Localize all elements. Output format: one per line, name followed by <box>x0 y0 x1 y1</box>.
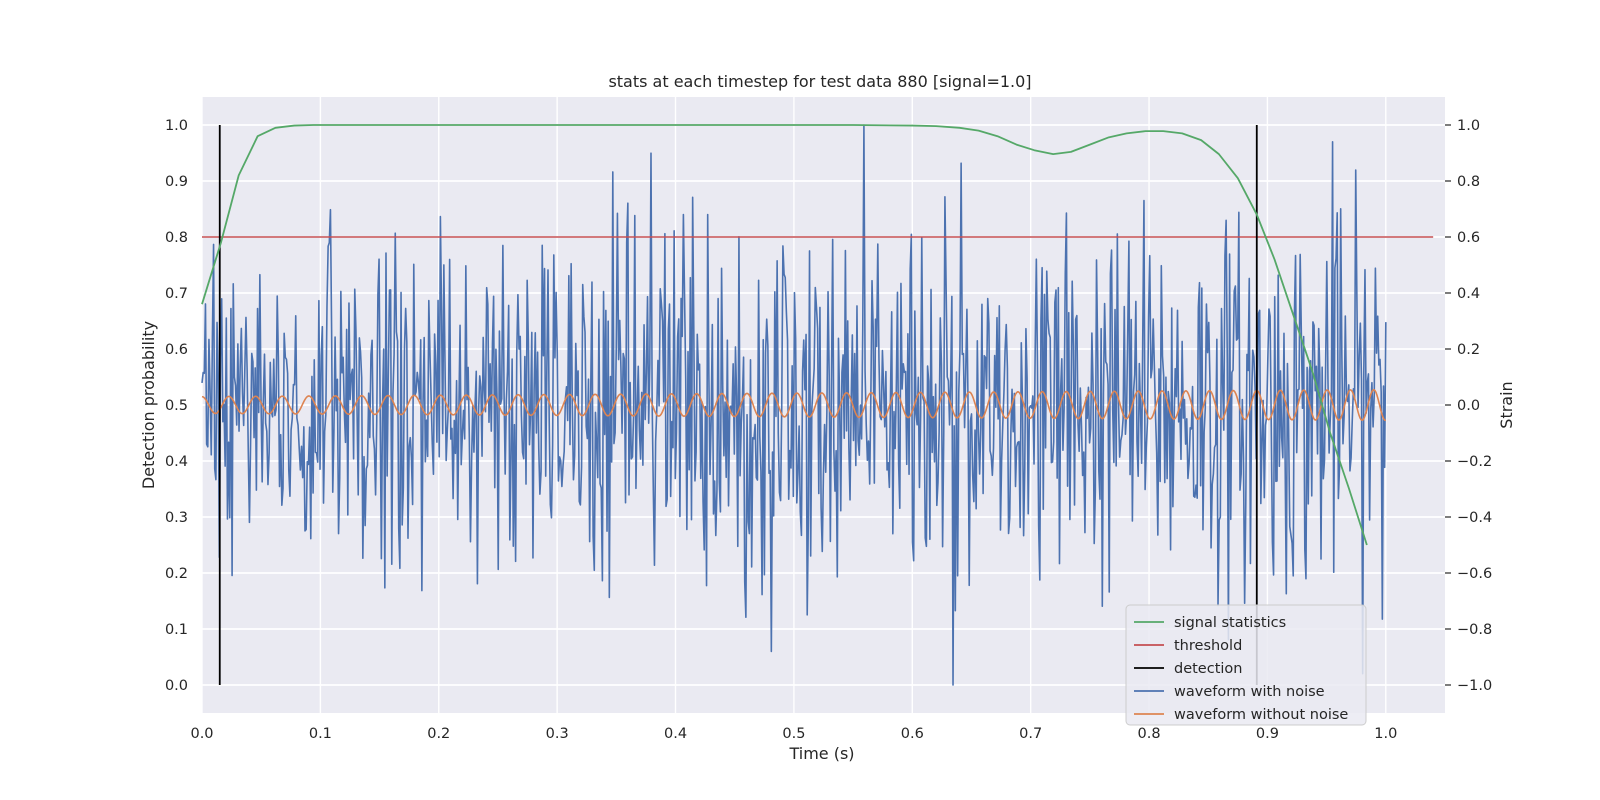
y-left-tick-label: 1.0 <box>165 118 188 134</box>
x-tick-label: 0.1 <box>309 726 332 742</box>
y-left-axis: 0.0 0.1 0.2 0.3 0.4 0.5 0.6 0.7 0.8 0.9 1.0 <box>165 118 188 694</box>
y-right-tick-label: −0.4 <box>1457 510 1492 526</box>
legend-label: signal statistics <box>1174 615 1286 631</box>
legend-label: waveform without noise <box>1174 707 1348 723</box>
x-tick-label: 0.9 <box>1256 726 1279 742</box>
y-left-tick-label: 0.5 <box>165 398 188 414</box>
y-right-tick-label: −0.6 <box>1457 566 1492 582</box>
legend: signal statistics threshold detection wavef… <box>1125 604 1367 726</box>
y-right-tick-label: −0.2 <box>1457 454 1492 470</box>
y-left-tick-label: 0.7 <box>165 286 188 302</box>
x-tick-label: 0.5 <box>782 726 805 742</box>
y-left-tick-label: 0.9 <box>165 174 188 190</box>
y-right-tick-label: 1.0 <box>1457 118 1480 134</box>
y-right-tick-label: −0.8 <box>1457 622 1492 638</box>
y-right-tick-label: 0.2 <box>1457 342 1480 358</box>
y-right-tick-label: 0.6 <box>1457 230 1480 246</box>
x-axis-title: Time (s) <box>788 744 854 763</box>
series-layer <box>201 124 1434 686</box>
series-signal-statistics <box>201 124 1368 546</box>
series-waveform-with-noise <box>201 124 1387 686</box>
y-left-tick-label: 0.3 <box>165 510 188 526</box>
y-left-tick-label: 0.6 <box>165 342 188 358</box>
series-waveform-without-noise <box>201 388 1386 422</box>
x-tick-label: 0.4 <box>664 726 687 742</box>
y-left-tick-label: 0.8 <box>165 230 188 246</box>
y-left-tick-label: 0.0 <box>165 678 188 694</box>
x-tick-label: 0.3 <box>546 726 569 742</box>
y-left-axis-title: Detection probability <box>139 321 158 489</box>
chart-title: stats at each timestep for test data 880… <box>608 72 1031 91</box>
y-right-axis-title: Strain <box>1497 381 1516 428</box>
legend-box <box>1125 604 1367 726</box>
y-right-axis: −1.0 −0.8 −0.6 −0.4 −0.2 0.0 0.2 0.4 0.6 0.8 1.0 <box>1445 118 1492 694</box>
x-tick-label: 0.8 <box>1138 726 1161 742</box>
x-tick-label: 0.2 <box>427 726 450 742</box>
legend-label: waveform with noise <box>1174 684 1325 700</box>
x-tick-label: 1.0 <box>1374 726 1397 742</box>
y-left-tick-label: 0.2 <box>165 566 188 582</box>
x-tick-label: 0.7 <box>1019 726 1042 742</box>
legend-label: detection <box>1174 661 1242 677</box>
legend-label: threshold <box>1174 638 1242 654</box>
y-right-tick-label: −1.0 <box>1457 678 1492 694</box>
y-right-tick-label: 0.0 <box>1457 398 1480 414</box>
y-right-tick-label: 0.4 <box>1457 286 1480 302</box>
x-tick-label: 0.0 <box>190 726 213 742</box>
y-right-tick-label: 0.8 <box>1457 174 1480 190</box>
x-axis: 0.0 0.1 0.2 0.3 0.4 0.5 0.6 0.7 0.8 0.9 1.0 <box>190 726 1397 742</box>
y-left-tick-label: 0.4 <box>165 454 188 470</box>
y-left-tick-label: 0.1 <box>165 622 188 638</box>
x-tick-label: 0.6 <box>901 726 924 742</box>
